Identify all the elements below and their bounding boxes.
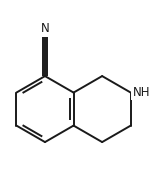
Text: N: N — [41, 22, 49, 35]
Text: NH: NH — [132, 86, 150, 99]
